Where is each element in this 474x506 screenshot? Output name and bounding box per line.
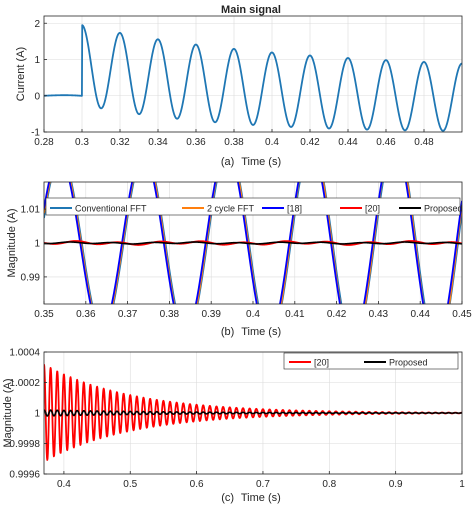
x-tick-label: 0.38 (224, 137, 244, 148)
x-tick-label: 0.9 (389, 479, 403, 490)
x-tick-label: 0.44 (410, 309, 430, 320)
legend-box (45, 197, 461, 216)
legend-label: [18] (287, 204, 302, 214)
y-tick-label: 0 (34, 91, 40, 102)
panel-a-title: Main signal (221, 4, 281, 16)
panel-a-frame (43, 15, 463, 133)
panel-b: 0.35 0.36 0.37 0.38 0.39 0.4 0.41 0.42 0.43 0.44 0… (6, 181, 473, 338)
x-tick-label: 0.44 (338, 137, 358, 148)
y-tick-label: 0.9996 (9, 470, 40, 481)
panel-c-legend: [20] Proposed (283, 352, 459, 370)
panel-c: 0.4 0.5 0.6 0.7 0.8 0.9 1 1.0004 1.0002 1 0.9998 0.… (2, 348, 465, 505)
legend-label: [20] (365, 204, 380, 214)
panel-b-xlabel: Time (s) (241, 326, 281, 338)
panel-b-series (44, 182, 462, 304)
x-tick-label: 0.45 (452, 309, 472, 320)
panel-c-ticks: 0.4 0.5 0.6 0.7 0.8 0.9 1 1.0004 1.0002 1 0.9998 0.… (9, 348, 465, 491)
y-tick-label: 2 (34, 19, 40, 30)
y-tick-label: 0.9998 (9, 439, 40, 450)
x-tick-label: 0.36 (186, 137, 206, 148)
y-tick-label: 1.0004 (9, 348, 40, 359)
panel-b-caption: (b) Time (s) (221, 326, 281, 338)
legend-label: Proposed (424, 204, 463, 214)
x-tick-label: 0.4 (57, 479, 71, 490)
panel-c-series (44, 364, 462, 461)
x-tick-label: 0.42 (327, 309, 347, 320)
x-tick-label: 0.32 (110, 137, 130, 148)
series-line-18 (44, 182, 462, 304)
series-line-20 (44, 364, 462, 461)
panel-a-ticks: 0.28 0.3 0.32 0.34 0.36 0.38 0.4 0.42 0.44 0.46 0.… (31, 19, 434, 148)
panel-c-caption-letter: (c) (221, 492, 234, 504)
panel-b-caption-letter: (b) (221, 326, 234, 338)
x-tick-label: 0.8 (322, 479, 336, 490)
series-line-proposed (44, 409, 462, 417)
x-tick-label: 0.34 (148, 137, 168, 148)
panel-b-legend: Conventional FFT 2 cycle FFT [18] [20] Propo… (45, 197, 463, 216)
panel-a: Main signal 0.28 0.3 0.32 0.34 0.36 0.38 0.4 0.… (15, 4, 463, 168)
panel-c-xlabel: Time (s) (241, 492, 281, 504)
panel-a-ylabel: Current (A) (15, 47, 27, 101)
panel-a-series (44, 24, 462, 132)
panel-c-caption: (c) Time (s) (221, 492, 281, 504)
panel-c-ylabel: Magnitude (A) (2, 378, 14, 447)
y-tick-label: 1.0002 (9, 378, 40, 389)
x-tick-label: 0.7 (256, 479, 270, 490)
panel-a-caption: (a) Time (s) (221, 156, 281, 168)
y-tick-label: 1 (34, 409, 40, 420)
legend-label: 2 cycle FFT (207, 204, 255, 214)
panel-a-caption-letter: (a) (221, 156, 234, 168)
x-tick-label: 0.28 (34, 137, 54, 148)
panel-b-ticks: 0.35 0.36 0.37 0.38 0.39 0.4 0.41 0.42 0.43 0.44 0… (21, 205, 473, 320)
panel-b-ylabel: Magnitude (A) (6, 208, 18, 277)
x-tick-label: 0.41 (285, 309, 305, 320)
x-tick-label: 0.4 (246, 309, 260, 320)
legend-label: Proposed (389, 358, 428, 368)
y-tick-label: 1 (34, 55, 40, 66)
x-tick-label: 0.39 (201, 309, 221, 320)
y-tick-label: 1.01 (21, 205, 41, 216)
x-tick-label: 0.36 (76, 309, 96, 320)
panel-a-xlabel: Time (s) (241, 156, 281, 168)
x-tick-label: 0.46 (376, 137, 396, 148)
x-tick-label: 0.48 (414, 137, 434, 148)
series-line-proposed (44, 241, 462, 245)
x-tick-label: 0.43 (369, 309, 389, 320)
x-tick-label: 0.5 (123, 479, 137, 490)
x-tick-label: 0.4 (265, 137, 279, 148)
x-tick-label: 1 (459, 479, 465, 490)
x-tick-label: 0.42 (300, 137, 320, 148)
x-tick-label: 0.37 (118, 309, 138, 320)
legend-label: [20] (314, 358, 329, 368)
y-tick-label: 0.99 (21, 272, 41, 283)
x-tick-label: 0.35 (34, 309, 54, 320)
x-tick-label: 0.3 (75, 137, 89, 148)
series-line-main (44, 24, 462, 132)
y-tick-label: 1 (34, 239, 40, 250)
x-tick-label: 0.6 (190, 479, 204, 490)
x-tick-label: 0.38 (160, 309, 180, 320)
y-tick-label: -1 (31, 128, 40, 139)
legend-label: Conventional FFT (75, 204, 147, 214)
